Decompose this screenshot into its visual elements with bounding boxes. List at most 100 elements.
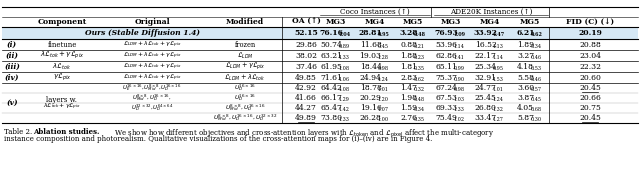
- Text: 1.32: 1.32: [493, 107, 504, 112]
- Text: 0.32: 0.32: [414, 87, 425, 92]
- Text: 44.27: 44.27: [295, 104, 317, 112]
- Text: $\lambda\mathcal{L}_{tok}+\gamma\mathcal{L}_{pix}$: $\lambda\mathcal{L}_{tok}+\gamma\mathcal…: [43, 102, 81, 112]
- Text: 16.52: 16.52: [475, 41, 497, 48]
- Text: 49.89: 49.89: [295, 114, 317, 122]
- Text: 20.66: 20.66: [579, 94, 601, 102]
- Text: 20.29: 20.29: [360, 94, 381, 102]
- Text: 0.35: 0.35: [414, 117, 425, 122]
- Text: 76.16: 76.16: [319, 29, 344, 37]
- Text: Original: Original: [134, 18, 170, 26]
- Text: 1.03: 1.03: [454, 97, 465, 102]
- Text: 69.33: 69.33: [436, 104, 458, 112]
- Text: 53.96: 53.96: [436, 41, 458, 48]
- Text: 0.99: 0.99: [454, 66, 465, 71]
- Text: finetune: finetune: [47, 41, 77, 48]
- Text: (iv): (iv): [4, 73, 19, 82]
- Text: $U_D^{32\times32}, U_D^{64\times64}$: $U_D^{32\times32}, U_D^{64\times64}$: [131, 103, 173, 113]
- Text: $\lambda\mathcal{L}_{tok}+\gamma\mathcal{L}_{pix}$: $\lambda\mathcal{L}_{tok}+\gamma\mathcal…: [40, 50, 84, 61]
- Text: 1.01: 1.01: [378, 87, 388, 92]
- Text: 1.14: 1.14: [493, 55, 504, 60]
- Text: 0.46: 0.46: [531, 55, 542, 60]
- Text: 1.24: 1.24: [493, 97, 504, 102]
- Text: 65.47: 65.47: [321, 104, 342, 112]
- Text: 33.92: 33.92: [474, 29, 497, 37]
- Text: 1.08: 1.08: [339, 87, 350, 92]
- Text: 2.76: 2.76: [400, 114, 417, 122]
- Text: 1.06: 1.06: [339, 77, 349, 82]
- Text: 67.53: 67.53: [436, 94, 458, 102]
- Text: 1.33: 1.33: [454, 107, 465, 112]
- Text: 1.33: 1.33: [339, 55, 349, 60]
- Text: 1.98: 1.98: [400, 94, 417, 102]
- Text: 0.34: 0.34: [414, 107, 425, 112]
- Text: 1.33: 1.33: [339, 117, 349, 122]
- Text: 71.61: 71.61: [321, 73, 342, 82]
- Text: 63.21: 63.21: [321, 51, 342, 60]
- Text: 20.19: 20.19: [578, 29, 602, 37]
- Text: 25.45: 25.45: [475, 94, 497, 102]
- Text: $U_E^{16\times16}, U_{Mid}^{8\times8}, U_D^{16\times16}$: $U_E^{16\times16}, U_{Mid}^{8\times8}, U…: [122, 83, 182, 93]
- Text: 1.02: 1.02: [454, 117, 465, 122]
- Text: 1.41: 1.41: [454, 55, 465, 60]
- Text: 1.20: 1.20: [378, 97, 388, 102]
- Text: 0.68: 0.68: [531, 107, 542, 112]
- Text: 3.28: 3.28: [399, 29, 418, 37]
- Text: 4.18: 4.18: [517, 63, 534, 70]
- Text: 0.95: 0.95: [378, 32, 389, 37]
- Text: Table 2.: Table 2.: [4, 128, 32, 136]
- Text: 1.28: 1.28: [378, 55, 388, 60]
- Text: $\mathcal{L}_{LDM}+\lambda\mathcal{L}_{tok}+\gamma\mathcal{L}_{pix}$: $\mathcal{L}_{LDM}+\lambda\mathcal{L}_{t…: [122, 72, 182, 83]
- Text: 1.14: 1.14: [454, 44, 465, 49]
- Bar: [2, 27, 638, 39]
- Text: 2.83: 2.83: [400, 73, 417, 82]
- Text: We show how different objectives and cross-attention layers with $\mathcal{L}_{\: We show how different objectives and cro…: [112, 128, 494, 140]
- Text: 1.09: 1.09: [453, 32, 465, 37]
- Text: 3.87: 3.87: [517, 94, 534, 102]
- Text: 0.95: 0.95: [493, 66, 504, 71]
- Text: 0.53: 0.53: [531, 66, 542, 71]
- Text: 61.95: 61.95: [321, 63, 342, 70]
- Text: (iii): (iii): [4, 63, 20, 70]
- Text: 65.11: 65.11: [436, 63, 458, 70]
- Text: MG3: MG3: [441, 18, 461, 26]
- Text: 1.00: 1.00: [378, 117, 389, 122]
- Text: 28.81: 28.81: [359, 29, 383, 37]
- Text: 22.32: 22.32: [579, 63, 601, 70]
- Text: MG5: MG5: [403, 18, 423, 26]
- Text: 29.86: 29.86: [295, 41, 317, 48]
- Text: 0.35: 0.35: [414, 66, 425, 71]
- Text: 0.98: 0.98: [378, 66, 389, 71]
- Text: 0.34: 0.34: [531, 44, 542, 49]
- Text: 20.75: 20.75: [579, 104, 601, 112]
- Text: 1.89: 1.89: [517, 41, 534, 48]
- Text: 5.58: 5.58: [517, 73, 534, 82]
- Text: 38.02: 38.02: [295, 51, 317, 60]
- Text: $U_D^{16\times16}$: $U_D^{16\times16}$: [234, 83, 256, 93]
- Text: 19.03: 19.03: [360, 51, 381, 60]
- Text: 1.88: 1.88: [400, 51, 417, 60]
- Text: 20.60: 20.60: [579, 73, 601, 82]
- Text: 3.27: 3.27: [517, 51, 534, 60]
- Text: OA (↑): OA (↑): [292, 18, 321, 26]
- Text: Component: Component: [37, 18, 86, 26]
- Text: 0.89: 0.89: [339, 44, 350, 49]
- Text: 1.29: 1.29: [339, 97, 349, 102]
- Text: Modified: Modified: [226, 18, 264, 26]
- Text: 20.88: 20.88: [579, 41, 601, 48]
- Text: 42.92: 42.92: [295, 84, 317, 92]
- Text: 1.53: 1.53: [493, 77, 504, 82]
- Text: 1.47: 1.47: [492, 32, 504, 37]
- Text: 73.80: 73.80: [321, 114, 342, 122]
- Text: $U_{Mid}^{8\times8}, U_D^{16\times16}, U_D^{32\times32}$: $U_{Mid}^{8\times8}, U_D^{16\times16}, U…: [212, 113, 277, 123]
- Text: 1.07: 1.07: [378, 107, 388, 112]
- Text: FID (C) (↓): FID (C) (↓): [566, 18, 614, 26]
- Text: 41.66: 41.66: [295, 94, 317, 102]
- Text: MG4: MG4: [365, 18, 385, 26]
- Text: 0.98: 0.98: [454, 87, 465, 92]
- Text: 1.59: 1.59: [400, 104, 417, 112]
- Text: 0.48: 0.48: [414, 97, 425, 102]
- Text: 50.74: 50.74: [321, 41, 342, 48]
- Text: 0.45: 0.45: [531, 97, 542, 102]
- Text: Ablation studies.: Ablation studies.: [33, 128, 99, 136]
- Text: 23.04: 23.04: [579, 51, 601, 60]
